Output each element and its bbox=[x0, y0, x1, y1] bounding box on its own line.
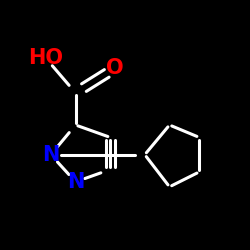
Text: HO: HO bbox=[28, 48, 64, 68]
Text: O: O bbox=[106, 58, 124, 78]
Text: N: N bbox=[67, 172, 84, 192]
Text: N: N bbox=[42, 145, 59, 165]
